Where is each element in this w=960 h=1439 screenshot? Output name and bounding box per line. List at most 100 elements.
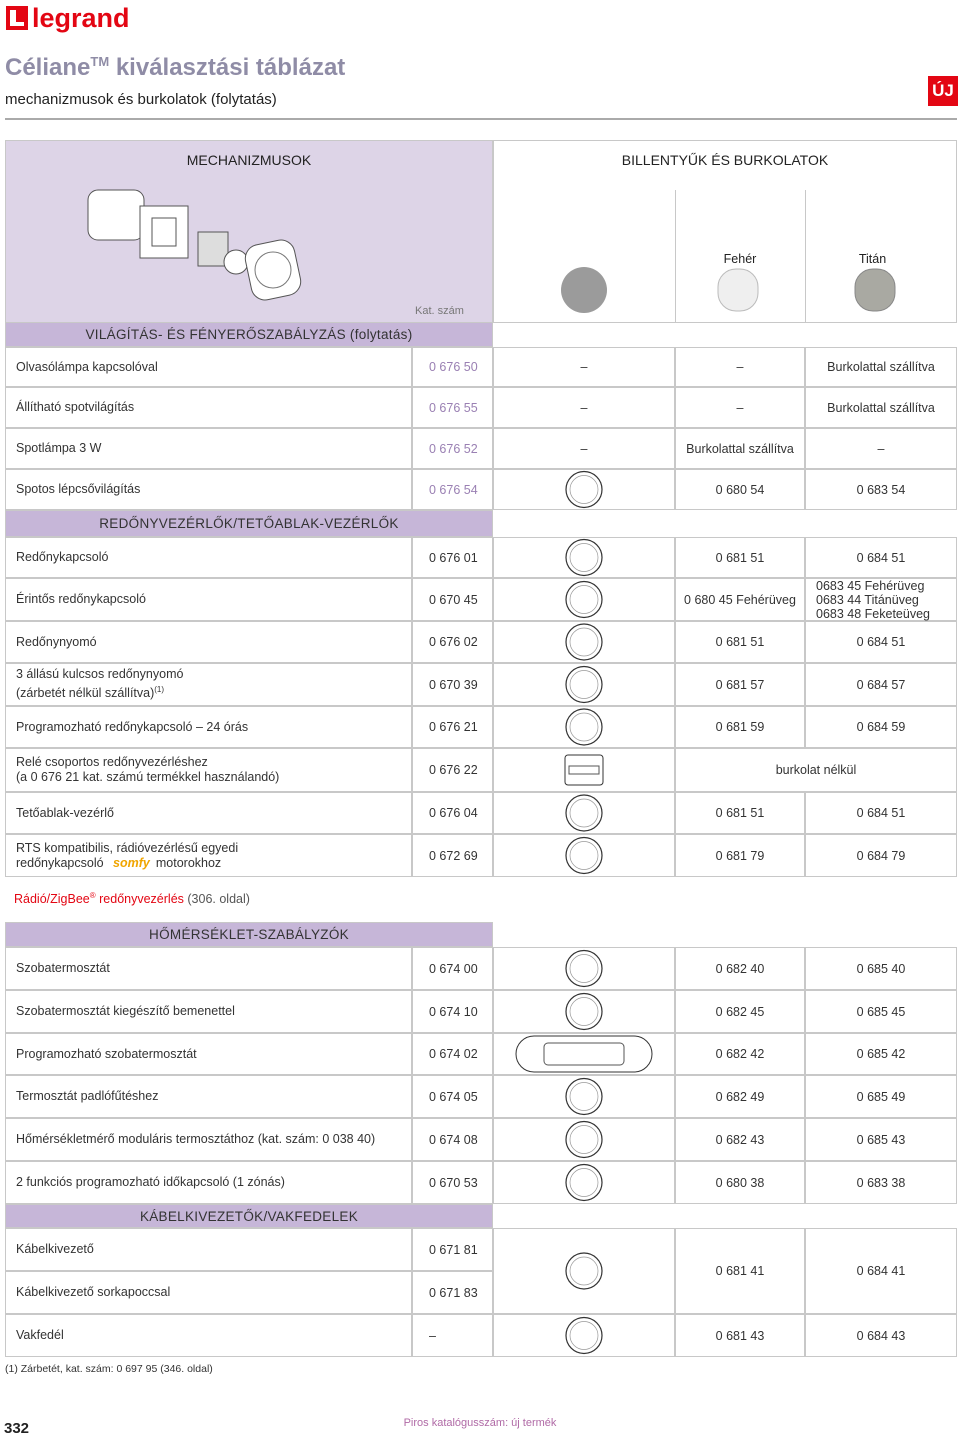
- catalog-number: 0 671 83: [412, 1271, 493, 1314]
- catalog-number: 0 676 02: [412, 621, 493, 663]
- note-red2: redőnyvezérlés: [95, 892, 184, 907]
- icon-cell: [493, 1161, 675, 1204]
- label-text: Spotlámpa 3 W: [16, 441, 102, 455]
- label-line: Kábelkivezető: [16, 1242, 94, 1257]
- label-line: redőnykapcsoló somfy motorokhoz: [16, 856, 221, 871]
- white-number: 0 680 54: [675, 469, 805, 510]
- titan-number: Burkolattal szállítva: [805, 387, 957, 428]
- label-line: Vakfedél: [16, 1328, 64, 1343]
- product-icon: [564, 754, 604, 786]
- label-end: motorokhoz: [155, 855, 222, 870]
- col-cat: Kat. szám: [415, 305, 464, 317]
- white-number: 0 680 38: [675, 1161, 805, 1204]
- swatches: [561, 267, 896, 313]
- icon-dash: –: [493, 428, 675, 469]
- col-mech: MECHANIZMUSOK: [186, 152, 312, 168]
- footnote: (1) Zárbetét, kat. szám: 0 697 95 (346. …: [5, 1363, 213, 1375]
- product-icon: [565, 623, 603, 661]
- legend: Piros katalógusszám: új termék: [403, 1417, 557, 1429]
- label-text: Hőmérsékletmérő moduláris termosztáthoz …: [16, 1132, 376, 1146]
- icon-cell: [493, 748, 675, 792]
- catalog-number: 0 670 45: [412, 578, 493, 621]
- product-icon: [565, 1316, 603, 1355]
- label-text: RTS kompatibilis, rádióvezérlésű egyedi: [16, 840, 239, 855]
- catalog-number: 0 674 02: [412, 1033, 493, 1075]
- product-icon: [565, 580, 603, 619]
- label-line: 2 funkciós programozható időkapcsoló (1 …: [16, 1175, 285, 1190]
- titan-line: 0683 45 Fehérüveg: [816, 578, 925, 593]
- catalog-number: 0 674 05: [412, 1075, 493, 1118]
- product-icon: [565, 708, 603, 746]
- col-titan: Titán: [858, 252, 887, 266]
- white-number: 0 682 49: [675, 1075, 805, 1118]
- titan-number: –: [805, 428, 957, 469]
- label-sup: (1): [154, 685, 165, 695]
- label-line: 3 állású kulcsos redőnynyomó: [16, 667, 183, 682]
- product-icon: [565, 538, 603, 577]
- row-label: Vakfedél: [5, 1314, 412, 1357]
- label-text: 2 funkciós programozható időkapcsoló (1 …: [16, 1175, 285, 1189]
- label-text: Szobatermosztát kiegészítő bemenettel: [16, 1004, 235, 1018]
- row-label: Érintős redőnykapcsoló: [5, 578, 412, 621]
- icon-cell: [493, 621, 675, 663]
- note-red: Rádió/ZigBee: [14, 892, 90, 907]
- catalog-number: 0 674 08: [412, 1118, 493, 1161]
- titan-number: 0 684 79: [805, 834, 957, 877]
- label-line: Kábelkivezető sorkapoccsal: [16, 1285, 170, 1300]
- col-divider: [805, 190, 806, 323]
- white-number: 0 681 43: [675, 1314, 805, 1357]
- titan-line: 0683 48 Feketeüveg: [816, 606, 930, 621]
- white-number: 0 682 43: [675, 1118, 805, 1161]
- titan-number: 0 685 45: [805, 990, 957, 1033]
- titan-number: 0 685 40: [805, 947, 957, 990]
- label-text: Olvasólámpa kapcsolóval: [16, 359, 158, 374]
- catalog-number: 0 670 53: [412, 1161, 493, 1204]
- catalog-number: 0 676 52: [412, 428, 493, 469]
- col-white: Fehér: [723, 252, 757, 266]
- label-line: Szobatermosztát kiegészítő bemenettel: [16, 1004, 235, 1019]
- icon-cell: [493, 1228, 675, 1314]
- label-line: (zárbetét nélkül szállítva)(1): [16, 682, 164, 701]
- badge: ÚJ: [928, 76, 958, 106]
- titan-number: 0 684 43: [805, 1314, 957, 1357]
- product-icon: [565, 1252, 603, 1290]
- icon-cell: [493, 792, 675, 834]
- mech-header: [5, 140, 493, 323]
- page-number: 332: [4, 1420, 30, 1437]
- product-icon: [565, 794, 603, 832]
- label-text: Spotos lépcsővilágítás: [16, 482, 141, 496]
- row-label: Szobatermosztát kiegészítő bemenettel: [5, 990, 412, 1033]
- title-sup: TM: [90, 54, 110, 69]
- label-text: Relé csoportos redőnyvezérléshez: [16, 755, 208, 769]
- row-label: Tetőablak-vezérlő: [5, 792, 412, 834]
- titan-number: 0 685 42: [805, 1033, 957, 1075]
- row-label: Állítható spotvilágítás: [5, 387, 412, 428]
- catalog-number: 0 676 50: [412, 347, 493, 387]
- titan-number: 0 684 59: [805, 706, 957, 748]
- cover-span: burkolat nélkül: [675, 748, 957, 792]
- catalog-number: 0 671 81: [412, 1228, 493, 1271]
- titan-number: Burkolattal szállítva: [805, 347, 957, 387]
- label-text: Tetőablak-vezérlő: [16, 805, 114, 820]
- label-text: Redőnykapcsoló: [16, 550, 109, 564]
- catalog-number: 0 676 54: [412, 469, 493, 510]
- cover-header: [493, 140, 957, 323]
- section-header: VILÁGÍTÁS- ÉS FÉNYERŐSZABÁLYZÁS (folytat…: [5, 322, 493, 347]
- label-line: Spotos lépcsővilágítás: [16, 482, 140, 497]
- row-label: Kábelkivezető sorkapoccsal: [5, 1271, 412, 1314]
- section-header: KÁBELKIVEZETŐK/VAKFEDELEK: [5, 1204, 493, 1228]
- icon-dash: –: [493, 387, 675, 428]
- label-text: Redőnynyomó: [16, 634, 97, 649]
- titan-number: 0 685 49: [805, 1075, 957, 1118]
- product-icon: [565, 1120, 603, 1159]
- catalog-number: 0 676 21: [412, 706, 493, 748]
- titan-number: 0 684 57: [805, 663, 957, 706]
- catalog-number: 0 672 69: [412, 834, 493, 877]
- note-rest: (306. oldal): [183, 892, 250, 907]
- logo-text: legrand: [32, 3, 130, 33]
- titan-number: 0 684 41: [805, 1228, 957, 1314]
- catalog-number: 0 676 22: [412, 748, 493, 792]
- white-number: 0 681 57: [675, 663, 805, 706]
- label-text: redőnykapcsoló: [16, 855, 104, 870]
- title-main: Céliane: [5, 54, 91, 81]
